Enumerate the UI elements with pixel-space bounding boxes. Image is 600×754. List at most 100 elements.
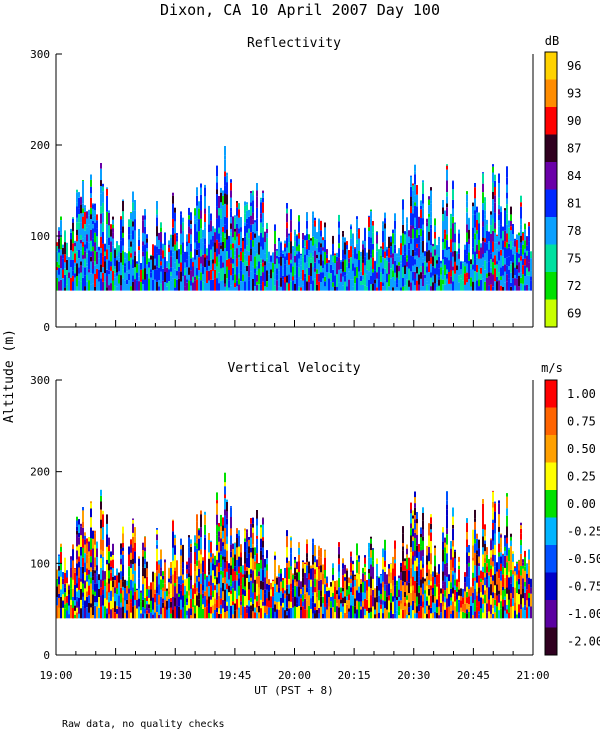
vertical-velocity-cell [192, 599, 194, 607]
vertical-velocity-cell [196, 606, 198, 619]
reflectivity-cell [328, 263, 330, 273]
reflectivity-cell [522, 245, 524, 255]
reflectivity-cell [84, 208, 86, 212]
x-tick-label: 21:00 [516, 669, 549, 682]
vertical-velocity-cell [524, 593, 526, 605]
vertical-velocity-cell [142, 614, 144, 618]
reflectivity-cell [204, 245, 206, 254]
vertical-velocity-cell [162, 599, 164, 603]
vertical-velocity-cell [392, 557, 394, 569]
reflectivity-cell [142, 269, 144, 279]
reflectivity-cell [302, 233, 304, 240]
reflectivity-cell [514, 278, 516, 286]
vertical-velocity-cell [444, 576, 446, 582]
reflectivity-cell [212, 247, 214, 260]
reflectivity-cell [292, 277, 294, 281]
reflectivity-cell [250, 225, 252, 233]
reflectivity-cell [164, 268, 166, 273]
reflectivity-cell [520, 278, 522, 284]
reflectivity-cell [458, 259, 460, 266]
reflectivity-cell [254, 220, 256, 222]
vertical-velocity-cell [134, 592, 136, 600]
reflectivity-cell [204, 185, 206, 188]
reflectivity-cell [216, 278, 218, 291]
vertical-velocity-cell [330, 608, 332, 619]
vertical-velocity-cell [520, 594, 522, 605]
vertical-velocity-cell [476, 592, 478, 596]
vertical-velocity-cell [236, 528, 238, 534]
reflectivity-cell [314, 268, 316, 272]
vertical-velocity-cell [350, 556, 352, 562]
vertical-velocity-cell [346, 590, 348, 597]
reflectivity-cell [312, 215, 314, 224]
reflectivity-cell [90, 230, 92, 241]
vertical-velocity-cell [414, 515, 416, 519]
vertical-velocity-cell [194, 589, 196, 594]
vertical-velocity-cell [76, 588, 78, 592]
vertical-velocity-cell [232, 549, 234, 557]
vertical-velocity-cell [186, 615, 188, 618]
reflectivity-cell [236, 267, 238, 276]
vertical-velocity-cell [320, 597, 322, 607]
reflectivity-cell [406, 262, 408, 267]
reflectivity-cell [384, 258, 386, 269]
reflectivity-cell [174, 269, 176, 279]
reflectivity-cell [414, 285, 416, 290]
vertical-velocity-cell [506, 527, 508, 538]
reflectivity-cell [382, 224, 384, 231]
reflectivity-cell [424, 256, 426, 262]
reflectivity-cell [416, 273, 418, 277]
vertical-velocity-cell [302, 606, 304, 618]
reflectivity-cell [322, 247, 324, 251]
vertical-velocity-cell [92, 615, 94, 618]
vertical-velocity-cell [520, 523, 522, 526]
vertical-velocity-cell [512, 554, 514, 562]
vertical-velocity-cell [408, 558, 410, 570]
vertical-velocity-cell [220, 531, 222, 538]
reflectivity-cell [200, 184, 202, 188]
reflectivity-cell [90, 187, 92, 194]
reflectivity-cell [140, 282, 142, 291]
reflectivity-cell [142, 242, 144, 246]
vertical-velocity-cell [498, 544, 500, 553]
reflectivity-cell [142, 216, 144, 221]
vertical-velocity-cell [364, 593, 366, 599]
vertical-velocity-cell [324, 550, 326, 558]
vertical-velocity-cell [390, 564, 392, 572]
reflectivity-cell [482, 257, 484, 266]
reflectivity-cell [112, 225, 114, 229]
reflectivity-cell [370, 255, 372, 258]
reflectivity-cell [192, 283, 194, 291]
reflectivity-cell [244, 266, 246, 269]
reflectivity-cell [88, 280, 90, 291]
vertical-velocity-cell [186, 591, 188, 598]
reflectivity-cell [452, 181, 454, 189]
reflectivity-cell [526, 268, 528, 276]
vertical-velocity-cell [318, 569, 320, 581]
reflectivity-cell [394, 221, 396, 229]
vertical-velocity-cell [528, 560, 530, 566]
vertical-velocity-cell [84, 608, 86, 618]
reflectivity-cell [360, 285, 362, 291]
vertical-velocity-cell [346, 579, 348, 590]
vertical-velocity-cell [202, 609, 204, 618]
reflectivity-cell [156, 226, 158, 236]
vertical-velocity-cell [374, 589, 376, 598]
vertical-velocity-cell [246, 593, 248, 605]
vertical-velocity-cell [520, 554, 522, 566]
vertical-velocity-cell [244, 587, 246, 590]
x-tick-label: 19:15 [99, 669, 132, 682]
reflectivity-cell [208, 206, 210, 213]
reflectivity-cell [246, 240, 248, 246]
vertical-velocity-cell [306, 544, 308, 553]
reflectivity-cell [172, 253, 174, 256]
reflectivity-cell [96, 252, 98, 265]
vertical-velocity-cell [212, 583, 214, 591]
reflectivity-cell [422, 225, 424, 231]
vertical-velocity-cell [66, 603, 68, 611]
vertical-velocity-cell [438, 574, 440, 584]
reflectivity-cell [304, 235, 306, 240]
reflectivity-cell [502, 257, 504, 266]
reflectivity-cell [90, 273, 92, 284]
reflectivity-cell [300, 260, 302, 266]
